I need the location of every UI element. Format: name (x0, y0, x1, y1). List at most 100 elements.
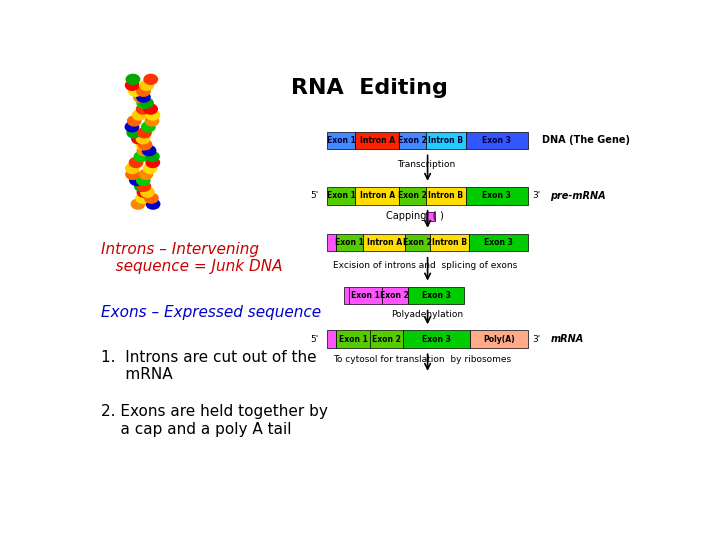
FancyBboxPatch shape (408, 287, 464, 305)
Circle shape (126, 164, 139, 173)
Text: Exon 1: Exon 1 (327, 136, 356, 145)
FancyBboxPatch shape (405, 234, 430, 252)
Text: Capping  (: Capping ( (386, 211, 436, 221)
Text: Intron A: Intron A (360, 191, 395, 200)
FancyBboxPatch shape (403, 330, 470, 348)
Circle shape (126, 75, 140, 84)
FancyBboxPatch shape (426, 132, 466, 149)
Text: Transcription: Transcription (397, 160, 455, 170)
Text: Exon 3: Exon 3 (422, 291, 451, 300)
Text: Exon 3: Exon 3 (482, 191, 511, 200)
Text: Exons – Expressed sequence: Exons – Expressed sequence (101, 305, 321, 320)
Circle shape (137, 98, 150, 108)
Circle shape (142, 122, 155, 132)
Text: mRNA: mRNA (550, 334, 584, 344)
FancyBboxPatch shape (327, 187, 355, 205)
FancyBboxPatch shape (382, 287, 408, 305)
Text: Intron B: Intron B (428, 136, 463, 145)
Text: Exon 2: Exon 2 (403, 238, 432, 247)
Circle shape (127, 128, 140, 138)
Circle shape (129, 86, 142, 96)
Circle shape (145, 152, 159, 161)
Circle shape (125, 122, 139, 132)
FancyBboxPatch shape (363, 234, 405, 252)
Circle shape (135, 181, 148, 191)
Circle shape (137, 86, 150, 96)
Circle shape (137, 92, 150, 102)
FancyBboxPatch shape (426, 212, 435, 221)
Text: 1.  Introns are cut out of the
     mRNA: 1. Introns are cut out of the mRNA (101, 350, 317, 382)
Text: ): ) (436, 211, 444, 221)
FancyBboxPatch shape (349, 287, 382, 305)
Text: Exon 3: Exon 3 (482, 136, 511, 145)
Circle shape (131, 199, 145, 209)
Circle shape (127, 116, 141, 126)
Circle shape (138, 146, 150, 156)
Text: 5': 5' (310, 191, 319, 200)
Text: Intron B: Intron B (432, 238, 467, 247)
Text: Exon 2: Exon 2 (398, 191, 427, 200)
Circle shape (145, 116, 158, 126)
Text: Exon 1: Exon 1 (338, 335, 367, 344)
Text: Exon 3: Exon 3 (484, 238, 513, 247)
Circle shape (130, 158, 143, 167)
Circle shape (140, 80, 153, 90)
Text: To cytosol for translation  by ribosomes: To cytosol for translation by ribosomes (333, 355, 511, 363)
Text: pre-mRNA: pre-mRNA (550, 191, 606, 201)
FancyBboxPatch shape (430, 234, 469, 252)
FancyBboxPatch shape (327, 132, 355, 149)
Circle shape (132, 110, 145, 120)
Text: Intron A: Intron A (360, 136, 395, 145)
Circle shape (137, 176, 150, 185)
Circle shape (138, 128, 151, 138)
Circle shape (140, 187, 154, 197)
Text: Polyadenylation: Polyadenylation (392, 309, 464, 319)
Circle shape (137, 104, 150, 114)
Text: Exon 1: Exon 1 (351, 291, 380, 300)
Circle shape (134, 92, 147, 102)
Text: Poly(A): Poly(A) (483, 335, 515, 344)
Circle shape (146, 158, 159, 167)
FancyBboxPatch shape (327, 234, 336, 252)
Text: Exon 1: Exon 1 (327, 191, 356, 200)
Circle shape (143, 146, 156, 156)
FancyBboxPatch shape (470, 330, 528, 348)
FancyBboxPatch shape (400, 187, 426, 205)
FancyBboxPatch shape (426, 187, 466, 205)
FancyBboxPatch shape (370, 330, 403, 348)
Circle shape (125, 80, 139, 90)
Circle shape (144, 75, 158, 84)
Text: Exon 3: Exon 3 (423, 335, 451, 344)
FancyBboxPatch shape (355, 187, 400, 205)
FancyBboxPatch shape (355, 132, 400, 149)
FancyBboxPatch shape (400, 132, 426, 149)
Circle shape (146, 199, 160, 209)
Text: Exon 1: Exon 1 (336, 238, 364, 247)
Circle shape (130, 176, 143, 185)
FancyBboxPatch shape (466, 132, 528, 149)
Circle shape (136, 140, 150, 150)
Text: Introns – Intervening
   sequence = Junk DNA: Introns – Intervening sequence = Junk DN… (101, 242, 283, 274)
FancyBboxPatch shape (327, 330, 336, 348)
FancyBboxPatch shape (344, 287, 349, 305)
Text: RNA  Editing: RNA Editing (291, 78, 447, 98)
Text: Excision of introns and  splicing of exons: Excision of introns and splicing of exon… (333, 261, 517, 271)
Text: 3': 3' (533, 191, 541, 200)
Circle shape (146, 110, 160, 120)
FancyBboxPatch shape (469, 234, 528, 252)
Text: DNA (The Gene): DNA (The Gene) (542, 136, 630, 145)
Circle shape (134, 152, 148, 161)
Text: Exon 2: Exon 2 (398, 136, 427, 145)
Circle shape (126, 170, 139, 179)
Circle shape (144, 104, 157, 114)
Circle shape (136, 193, 149, 203)
Circle shape (138, 187, 150, 197)
Circle shape (138, 181, 150, 191)
Circle shape (139, 170, 153, 179)
FancyBboxPatch shape (466, 187, 528, 205)
Text: 5': 5' (310, 335, 319, 344)
Circle shape (145, 193, 158, 203)
Circle shape (132, 134, 145, 144)
Text: Intron B: Intron B (428, 191, 463, 200)
Text: Intron A: Intron A (366, 238, 402, 247)
